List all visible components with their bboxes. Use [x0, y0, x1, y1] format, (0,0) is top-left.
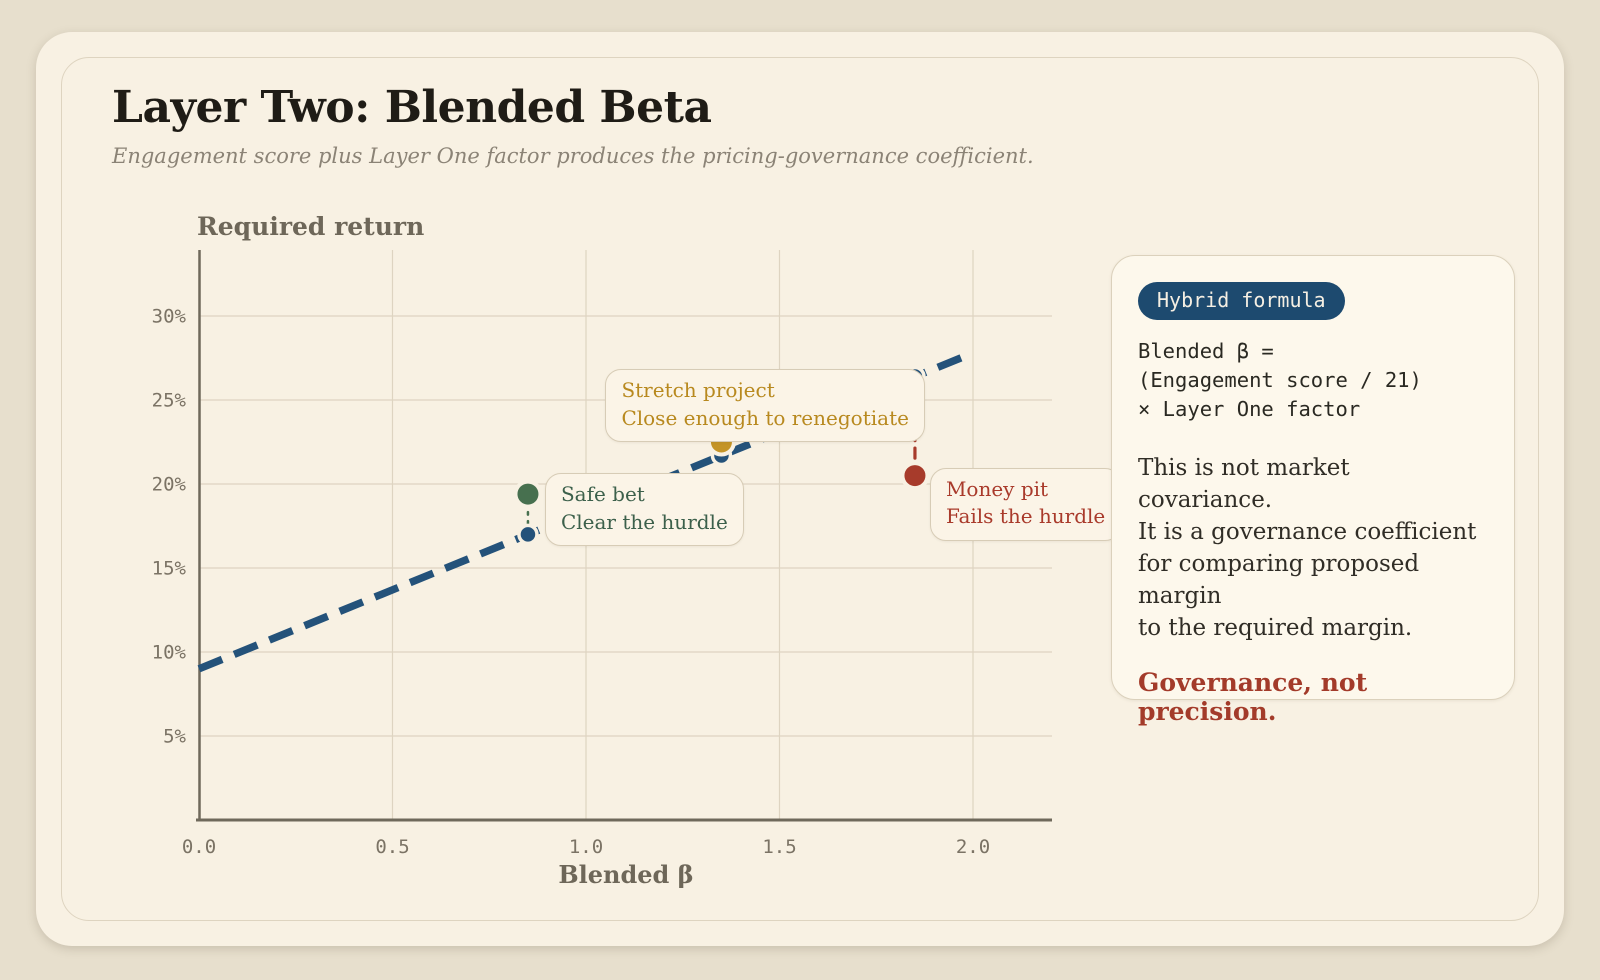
annotation-title: Safe bet: [560, 482, 645, 507]
x-tick-label: 0.0: [182, 836, 216, 858]
annotation-box: Stretch project Close enough to renegotia…: [605, 369, 925, 443]
chart-x-axis-title: Blended β: [558, 860, 694, 889]
page-subtitle: Engagement score plus Layer One factor p…: [112, 144, 1034, 168]
chart-y-axis-title: Required return: [197, 212, 425, 241]
formula-text: Blended β = (Engagement score / 21) × La…: [1138, 339, 1422, 422]
panel-tagline: Governance, not precision.: [1138, 668, 1368, 727]
y-tick-label: 30%: [152, 306, 187, 328]
proposed-point-marker: [900, 461, 930, 491]
page-title: Layer Two: Blended Beta: [112, 82, 712, 133]
x-tick-label: 0.5: [375, 836, 409, 858]
required-point-marker: [517, 523, 539, 546]
y-tick-label: 25%: [152, 390, 187, 412]
panel-body-text: This is not market covariance. It is a g…: [1138, 455, 1477, 642]
annotation-verdict: Clear the hurdle: [560, 509, 728, 534]
y-tick-label: 10%: [152, 642, 187, 664]
formula-badge: Hybrid formula: [1138, 282, 1345, 320]
proposed-point-marker: [513, 479, 543, 509]
annotation-box: Safe bet Clear the hurdle: [544, 473, 744, 547]
formula-panel: Hybrid formula Blended β = (Engagement s…: [1111, 255, 1515, 726]
y-tick-label: 5%: [163, 726, 186, 748]
annotation-verdict: Close enough to renegotiate: [621, 405, 909, 430]
x-tick-label: 1.5: [762, 836, 796, 858]
annotation-title: Money pit: [945, 476, 1049, 501]
y-tick-label: 20%: [152, 474, 187, 496]
y-tick-label: 15%: [152, 558, 187, 580]
annotation-verdict: Fails the hurdle: [945, 504, 1106, 529]
x-tick-label: 1.0: [569, 836, 603, 858]
x-tick-label: 2.0: [956, 836, 990, 858]
annotation-box: Money pit Fails the hurdle: [929, 467, 1122, 541]
main-card: Layer Two: Blended Beta Engagement score…: [36, 32, 1564, 946]
annotation-title: Stretch project: [621, 378, 775, 402]
